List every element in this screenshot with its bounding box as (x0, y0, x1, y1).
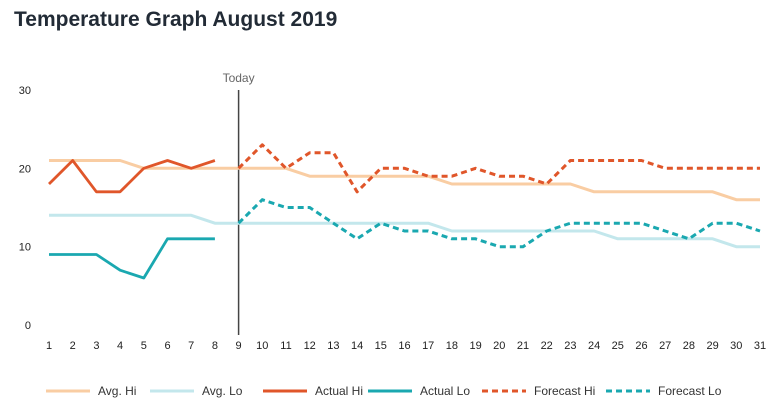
x-tick-label: 31 (754, 340, 766, 352)
series-line-avg-hi (49, 159, 760, 202)
series-line-forecast-lo (237, 198, 761, 249)
x-tick-label: 12 (304, 340, 316, 352)
x-tick-label: 10 (256, 340, 268, 352)
legend-label: Avg. Lo (202, 384, 243, 398)
x-tick-label: 14 (351, 340, 363, 352)
legend-item-actual-lo[interactable]: Actual Lo (368, 384, 470, 398)
x-tick-label: 18 (446, 340, 458, 352)
y-tick-label: 0 (25, 320, 31, 332)
x-tick-label: 23 (564, 340, 576, 352)
y-axis-ticks: 0 10 20 30 (19, 85, 31, 332)
legend[interactable]: Avg. Hi Avg. Lo Actual Hi Actual Lo Forecast… (46, 384, 722, 398)
x-tick-label: 22 (541, 340, 553, 352)
x-tick-label: 21 (517, 340, 529, 352)
x-tick-label: 26 (635, 340, 647, 352)
legend-label: Actual Lo (420, 384, 470, 398)
x-tick-label: 6 (164, 340, 170, 352)
chart-title: Temperature Graph August 2019 (14, 8, 338, 31)
y-tick-label: 10 (19, 242, 31, 254)
legend-label: Forecast Hi (534, 384, 595, 398)
x-tick-label: 30 (730, 340, 742, 352)
y-tick-label: 30 (19, 85, 31, 97)
x-tick-label: 29 (706, 340, 718, 352)
x-tick-label: 3 (93, 340, 99, 352)
legend-item-avg-lo[interactable]: Avg. Lo (150, 384, 243, 398)
legend-label: Avg. Hi (98, 384, 136, 398)
x-tick-label: 4 (117, 340, 123, 352)
series-line-actual-lo (49, 237, 215, 280)
legend-label: Actual Hi (315, 384, 363, 398)
x-tick-label: 2 (70, 340, 76, 352)
x-axis-ticks: 1 2 3 4 5 6 7 8 9 10 11 12 13 14 15 16 17 18 19 20 21 22 23 24 2… (46, 340, 766, 352)
x-tick-label: 16 (398, 340, 410, 352)
x-tick-label: 9 (236, 340, 242, 352)
x-tick-label: 11 (280, 340, 291, 352)
x-tick-label: 7 (188, 340, 194, 352)
series-layer (48, 143, 761, 280)
x-tick-label: 17 (422, 340, 434, 352)
x-tick-label: 24 (588, 340, 600, 352)
x-tick-label: 25 (612, 340, 624, 352)
legend-item-avg-hi[interactable]: Avg. Hi (46, 384, 136, 398)
x-tick-label: 13 (327, 340, 339, 352)
x-tick-label: 5 (141, 340, 147, 352)
x-tick-label: 15 (375, 340, 387, 352)
x-tick-label: 8 (212, 340, 218, 352)
legend-item-forecast-lo[interactable]: Forecast Lo (606, 384, 722, 398)
y-tick-label: 20 (19, 163, 31, 175)
x-tick-label: 20 (493, 340, 505, 352)
x-tick-label: 19 (469, 340, 481, 352)
legend-label: Forecast Lo (658, 384, 722, 398)
x-tick-label: 27 (659, 340, 671, 352)
legend-item-actual-hi[interactable]: Actual Hi (263, 384, 363, 398)
series-line-forecast-hi (237, 143, 760, 194)
today-label: Today (223, 71, 255, 85)
series-line-actual-hi (48, 159, 216, 194)
legend-item-forecast-hi[interactable]: Forecast Hi (482, 384, 595, 398)
series-line-avg-lo (49, 213, 760, 249)
x-tick-label: 28 (683, 340, 695, 352)
x-tick-label: 1 (46, 340, 52, 352)
